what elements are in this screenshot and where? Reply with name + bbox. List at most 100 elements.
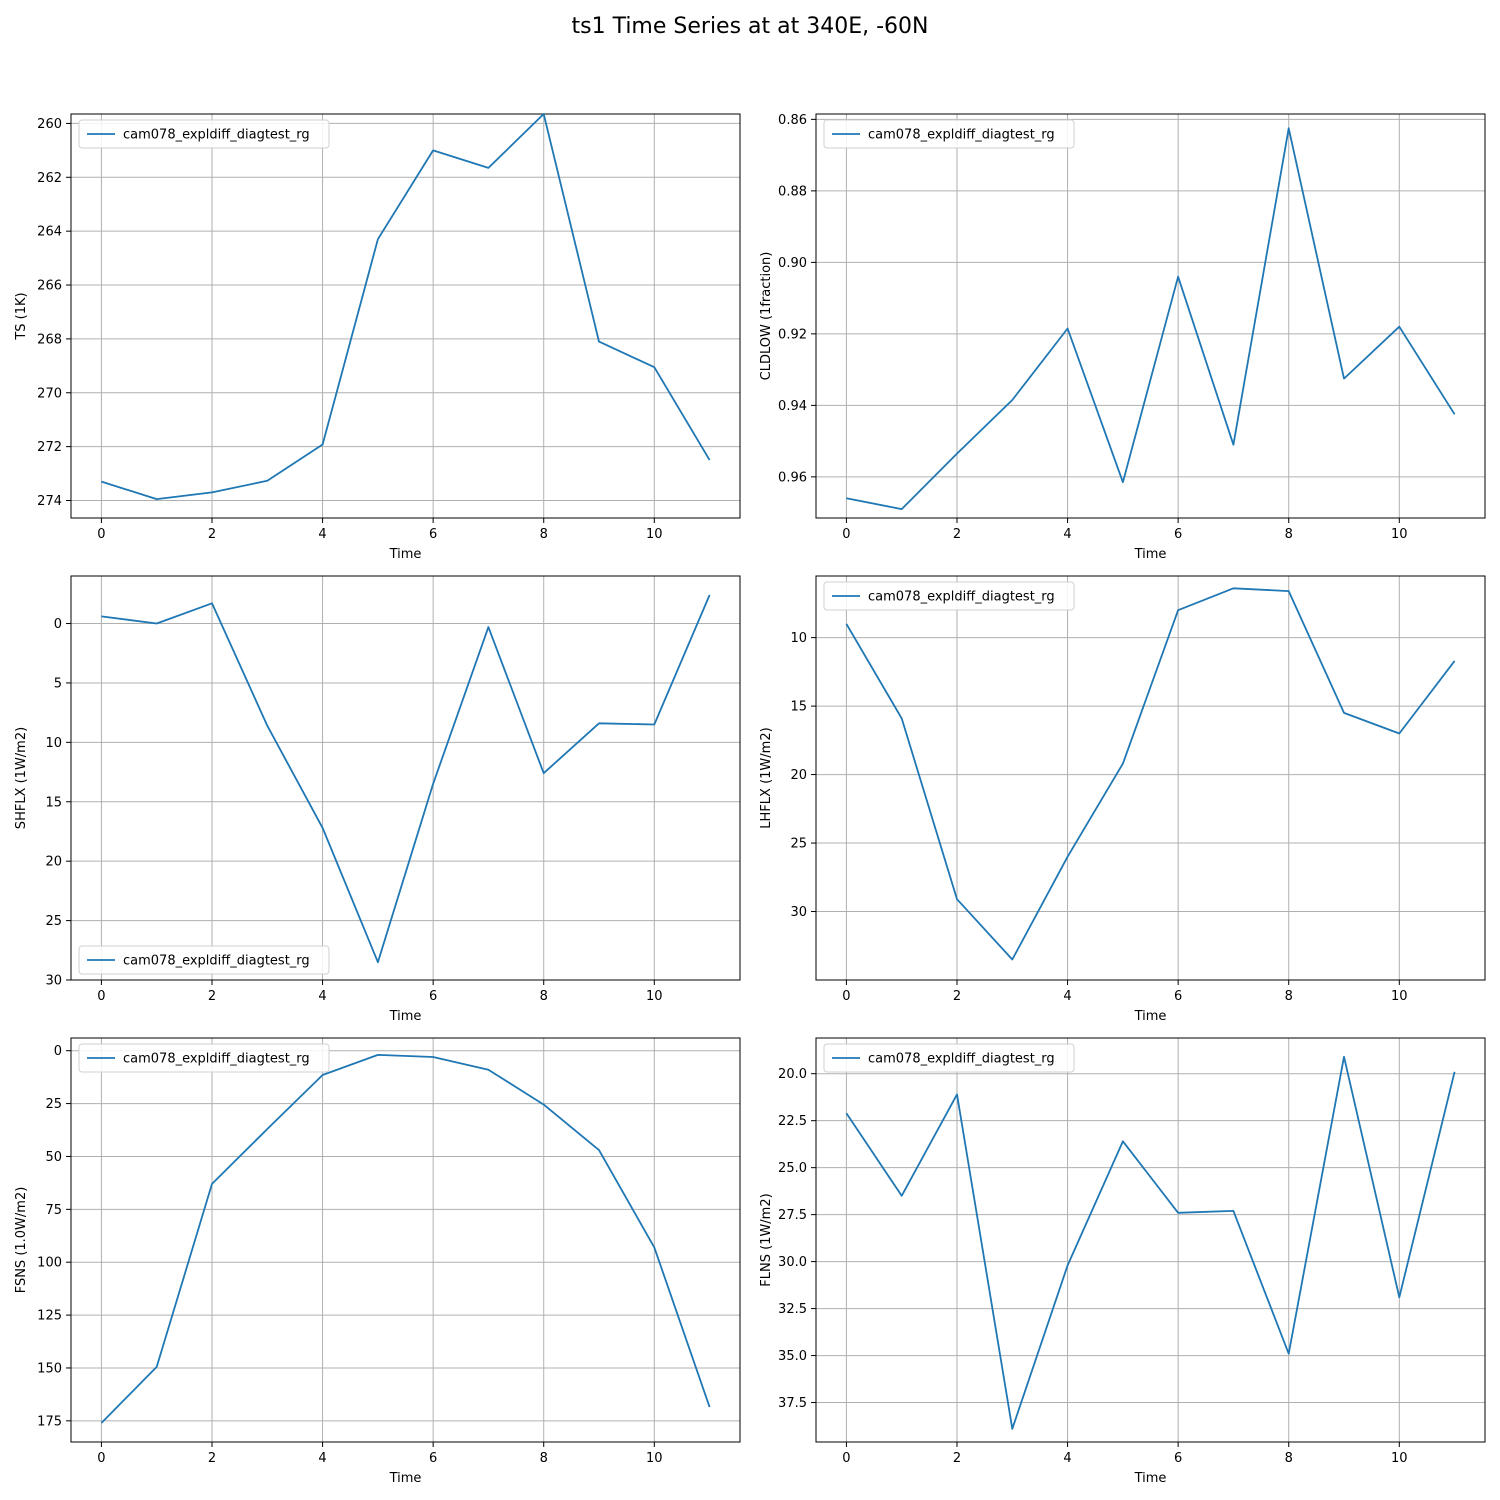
- legend: cam078_expldiff_diagtest_rg: [823, 1043, 1075, 1073]
- x-tick-label: 0: [842, 527, 850, 542]
- axes-frame: [70, 113, 741, 519]
- y-tick-label: 10: [45, 736, 62, 751]
- y-tick-label: 20: [45, 855, 62, 870]
- subplot-4: 0 2 4 6 8 10 10 15 20 25 30 Time LHFLX (1W/m2) cam078…: [759, 575, 1486, 1024]
- y-axis-label: CLDLOW (1fraction): [759, 252, 774, 381]
- axes-frame: [815, 575, 1486, 981]
- y-tick-label: 25: [45, 914, 62, 929]
- series-line-1: [100, 1054, 711, 1424]
- y-tick-label: 25: [790, 837, 807, 852]
- x-tick-label: 6: [429, 989, 437, 1004]
- y-axis-label: SHFLX (1W/m2): [14, 727, 29, 829]
- legend: cam078_expldiff_diagtest_rg: [78, 119, 330, 149]
- y-axis-label: FSNS (1.0W/m2): [14, 1187, 29, 1294]
- x-axis-label: Time: [1134, 1009, 1167, 1024]
- x-tick-label: 0: [842, 1451, 850, 1466]
- series-line-1: [846, 127, 1456, 511]
- x-axis-label: Time: [389, 1471, 422, 1486]
- y-tick-label: 100: [37, 1256, 62, 1271]
- axes-frame: [815, 113, 1486, 519]
- y-tick-label: 272: [37, 440, 62, 455]
- x-tick-label: 0: [97, 527, 105, 542]
- legend: cam078_expldiff_diagtest_rg: [78, 945, 330, 975]
- y-tick-label: 25: [45, 1097, 62, 1112]
- x-tick-label: 2: [208, 527, 216, 542]
- x-tick-label: 4: [1063, 989, 1071, 1004]
- x-tick-label: 0: [842, 989, 850, 1004]
- axes-frame: [70, 575, 741, 981]
- y-tick-label: 260: [37, 117, 62, 132]
- y-tick-label: 25.0: [778, 1161, 807, 1176]
- subplot-3: 0 2 4 6 8 10 0 5 10 15 20 25 30 Time SHFLX (1W/m2) cam0…: [14, 575, 741, 1024]
- x-tick-label: 4: [318, 1451, 326, 1466]
- legend-entry: cam078_expldiff_diagtest_rg: [123, 128, 310, 143]
- legend-entry: cam078_expldiff_diagtest_rg: [123, 1052, 310, 1067]
- x-tick-label: 0: [97, 1451, 105, 1466]
- y-tick-label: 37.5: [778, 1396, 807, 1411]
- x-tick-label: 4: [318, 989, 326, 1004]
- legend-entry: cam078_expldiff_diagtest_rg: [868, 590, 1055, 605]
- y-tick-label: 0.86: [778, 113, 807, 128]
- y-tick-label: 266: [37, 279, 62, 294]
- x-tick-label: 2: [208, 1451, 216, 1466]
- y-tick-label: 268: [37, 332, 62, 347]
- y-tick-label: 20.0: [778, 1067, 807, 1082]
- x-tick-label: 2: [953, 527, 961, 542]
- legend: cam078_expldiff_diagtest_rg: [823, 119, 1075, 149]
- y-tick-label: 10: [790, 631, 807, 646]
- x-tick-label: 8: [540, 989, 548, 1004]
- x-tick-label: 2: [953, 989, 961, 1004]
- y-tick-label: 262: [37, 171, 62, 186]
- x-tick-label: 2: [208, 989, 216, 1004]
- y-axis-label: LHFLX (1W/m2): [759, 727, 774, 828]
- x-tick-label: 8: [540, 527, 548, 542]
- y-tick-label: 30: [45, 974, 62, 989]
- y-tick-label: 0: [54, 617, 62, 632]
- legend-box: [78, 1043, 330, 1073]
- legend-entry: cam078_expldiff_diagtest_rg: [868, 128, 1055, 143]
- y-tick-label: 15: [45, 795, 62, 810]
- y-tick-label: 0.96: [778, 470, 807, 485]
- x-tick-label: 8: [1285, 527, 1293, 542]
- x-tick-label: 8: [540, 1451, 548, 1466]
- y-tick-label: 30: [790, 905, 807, 920]
- subplot-2: 0 2 4 6 8 10 0.86 0.88 0.90 0.92 0.94 0.96 Time CLDLO…: [759, 113, 1486, 562]
- y-tick-label: 20: [790, 768, 807, 783]
- x-tick-label: 4: [1063, 1451, 1071, 1466]
- y-tick-label: 30.0: [778, 1255, 807, 1270]
- y-tick-label: 0.92: [778, 327, 807, 342]
- x-tick-label: 6: [429, 1451, 437, 1466]
- series-line-1: [101, 594, 711, 964]
- y-tick-label: 0.94: [778, 399, 807, 414]
- y-tick-label: 27.5: [778, 1208, 807, 1223]
- y-tick-label: 270: [37, 386, 62, 401]
- x-axis-label: Time: [389, 547, 422, 562]
- legend-box: [823, 581, 1075, 611]
- legend-entry: cam078_expldiff_diagtest_rg: [123, 954, 310, 969]
- y-tick-label: 35.0: [778, 1349, 807, 1364]
- y-tick-label: 125: [37, 1309, 62, 1324]
- y-tick-label: 150: [37, 1361, 62, 1376]
- y-tick-label: 0: [54, 1044, 62, 1059]
- legend: cam078_expldiff_diagtest_rg: [78, 1043, 330, 1073]
- x-tick-label: 2: [953, 1451, 961, 1466]
- figure-title: ts1 Time Series at at 340E, -60N: [571, 14, 929, 39]
- y-axis-label: FLNS (1W/m2): [759, 1193, 774, 1286]
- legend-box: [78, 119, 330, 149]
- series-line-1: [845, 1055, 1456, 1430]
- x-tick-label: 10: [646, 989, 663, 1004]
- y-tick-label: 0.90: [778, 256, 807, 271]
- y-axis-label: TS (1K): [14, 292, 29, 340]
- x-tick-label: 0: [97, 989, 105, 1004]
- y-tick-label: 5: [54, 676, 62, 691]
- x-tick-label: 6: [1174, 989, 1182, 1004]
- y-tick-label: 75: [45, 1203, 62, 1218]
- y-tick-label: 175: [37, 1414, 62, 1429]
- x-tick-label: 10: [646, 1451, 663, 1466]
- x-tick-label: 10: [1391, 527, 1408, 542]
- x-tick-label: 8: [1285, 1451, 1293, 1466]
- y-tick-label: 22.5: [778, 1114, 807, 1129]
- x-tick-label: 10: [1391, 989, 1408, 1004]
